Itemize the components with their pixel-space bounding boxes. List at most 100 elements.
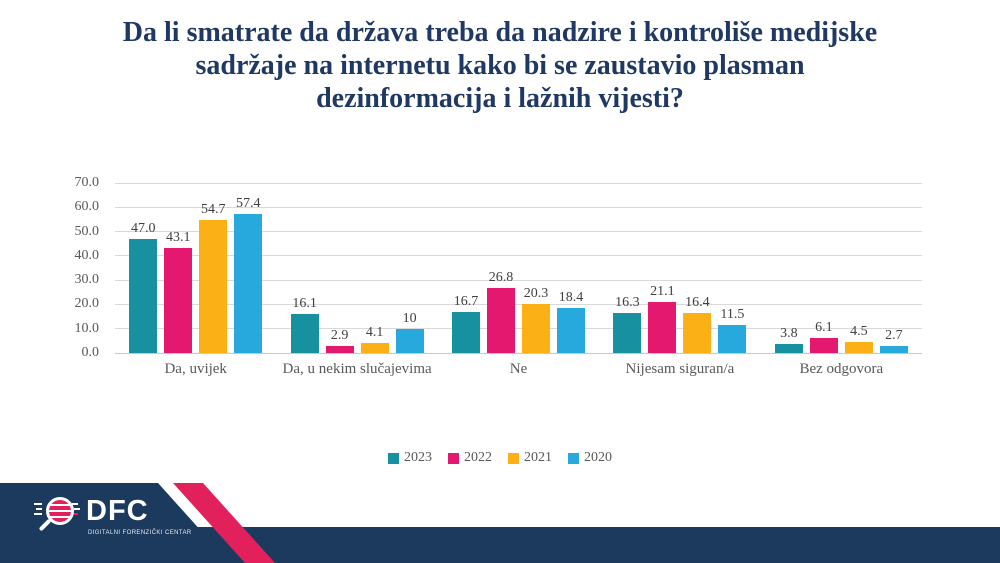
bar-value-label: 43.1 [165,230,191,246]
bar-value-label: 16.7 [453,294,479,310]
bar-2023 [290,313,319,353]
legend-label: 2020 [584,450,612,465]
bar-unit: 11.5 [718,307,747,353]
bar-value-label: 2.9 [330,327,349,343]
bar-unit: 16.7 [452,294,481,353]
bar-2021 [199,220,228,353]
category-label: Bez odgovora [799,361,884,377]
title-line-1: Da li smatrate da država treba da nadzir… [122,17,878,48]
bar-unit: 4.5 [844,324,873,353]
plot-area: 47.0 43.1 54.7 57.4 16.1 2.9 4.1 10 16.7 26.8 20.3… [115,182,922,354]
dfc-logo-subtitle: DIGITALNI FORENZIČKI CENTAR [88,530,192,536]
y-tick-label: 60.0 [74,199,100,215]
bar-value-label: 3.8 [780,325,798,341]
bar-value-label: 16.4 [685,295,710,311]
bar-2021 [522,303,551,353]
legend-item-2020: 2020 [568,450,612,466]
bar-2020 [557,308,586,353]
bar-groups: 47.0 43.1 54.7 57.4 16.1 2.9 4.1 10 16.7 26.8 20.3… [115,183,922,353]
bar-group: 16.7 26.8 20.3 18.4 [438,183,599,353]
bar-unit: 47.0 [129,220,158,353]
bar-unit: 54.7 [199,202,228,353]
chart-title: Da li smatrate da država treba da nadzir… [0,16,1000,115]
bar-value-label: 4.5 [850,324,868,340]
legend-item-2022: 2022 [448,450,492,466]
bar-value-label: 20.3 [523,285,549,301]
footer: DFC DIGITALNI FORENZIČKI CENTAR [0,483,1000,563]
bar-unit: 26.8 [487,269,516,353]
legend-swatch-icon [448,452,459,464]
bar-unit: 57.4 [234,195,263,353]
gridline [115,279,922,281]
y-tick-label: 20.0 [74,296,100,312]
gridline [115,182,922,184]
bar-2022 [487,287,516,353]
bar-2022 [648,301,677,353]
bar-unit: 10 [395,311,424,353]
category-label: Ne [509,361,528,377]
category-label: Da, u nekim slučajevima [282,361,432,377]
bar-unit: 43.1 [164,230,193,353]
gridlines [115,182,922,354]
bar-value-label: 21.1 [650,283,675,299]
title-line-2: sadržaje na internetu kako bi se zaustav… [195,50,805,81]
bar-2022 [164,248,193,353]
bar-unit: 18.4 [557,290,586,353]
legend-label: 2022 [464,450,492,465]
legend: 2023 2022 2021 2020 [0,450,1000,466]
category-axis: Da, uvijek Da, u nekim slučajevima Ne Nijes… [115,361,922,378]
logo-dash-icon [34,513,42,515]
logo-dash-icon [34,503,42,505]
bar-value-label: 57.4 [235,195,261,211]
bar-2023 [613,313,642,353]
bar-value-label: 6.1 [815,320,833,336]
y-tick-label: 70.0 [74,175,100,190]
dfc-logo: DFC DIGITALNI FORENZIČKI CENTAR [34,495,191,549]
bar-unit: 16.3 [613,295,642,353]
dfc-logo-text: DFC [86,495,149,527]
bar-value-label: 26.8 [488,269,514,285]
bar-value-label: 4.1 [365,325,384,341]
logo-dash-icon [72,513,78,515]
bar-unit: 2.9 [325,327,354,353]
bar-group: 3.8 6.1 4.5 2.7 [761,183,922,353]
bar-value-label: 16.1 [292,295,317,311]
legend-swatch-icon [388,452,399,464]
bar-2021 [844,342,873,353]
bar-unit: 21.1 [648,283,677,353]
logo-dash-icon [74,508,80,510]
bar-2021 [683,313,712,353]
bar-2023 [452,312,481,353]
bar-2020 [234,213,263,353]
bar-2023 [129,238,158,353]
bar-value-label: 54.7 [200,202,226,218]
gridline [115,328,922,330]
logo-dash-icon [72,503,78,505]
legend-swatch-icon [508,452,519,464]
bar-unit: 16.4 [683,295,712,353]
bar-unit: 3.8 [774,325,803,353]
gridline [115,206,922,208]
y-tick-label: 40.0 [74,247,100,263]
gridline [115,231,922,233]
legend-item-2023: 2023 [388,450,432,466]
bar-unit: 16.1 [290,295,319,353]
bar-unit: 6.1 [809,320,838,353]
legend-swatch-icon [568,452,579,464]
bar-2023 [774,343,803,353]
legend-label: 2023 [404,450,432,465]
y-tick-label: 30.0 [74,272,100,288]
bar-group: 47.0 43.1 54.7 57.4 [115,183,276,353]
legend-label: 2021 [524,450,552,465]
title-line-3: dezinformacija i lažnih vijesti? [316,83,684,114]
bar-2022 [809,338,838,353]
bar-unit: 2.7 [879,328,908,353]
bar-2022 [325,345,354,353]
gridline [115,303,922,305]
bar-2020 [395,328,424,353]
legend-item-2021: 2021 [508,450,552,466]
bar-value-label: 2.7 [885,328,903,344]
bar-group: 16.1 2.9 4.1 10 [276,183,437,353]
bar-value-label: 47.0 [130,220,156,236]
